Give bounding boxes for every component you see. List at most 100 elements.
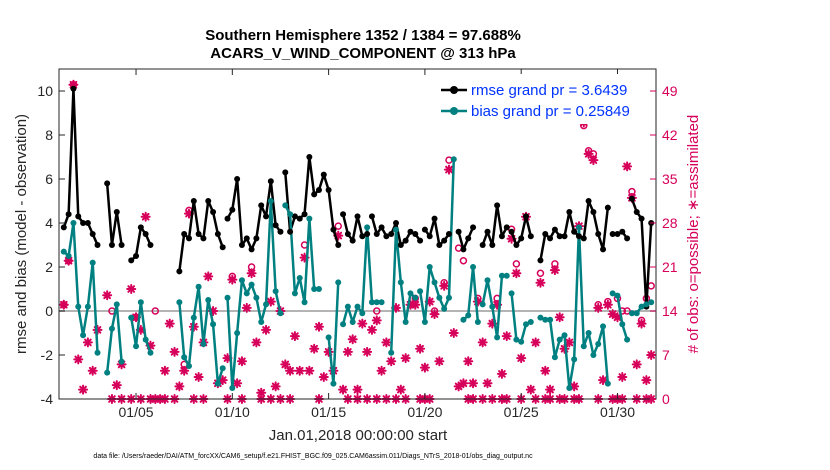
bias-point (474, 319, 481, 325)
rmse-point (311, 191, 318, 198)
y2-axis-label: # of obs: o=possible; ∗=assimilated (685, 115, 702, 354)
rmse-point (272, 222, 279, 229)
bias-point (609, 290, 616, 297)
assimilated-count-marker (366, 324, 377, 335)
rmse-point (445, 231, 452, 237)
bias-point (325, 334, 332, 341)
rmse-point (104, 180, 111, 187)
assimilated-star-stroke (449, 329, 458, 337)
bias-point (508, 290, 515, 297)
assimilated-star-stroke (127, 285, 136, 293)
assimilated-count-marker (477, 337, 488, 348)
bias-point (65, 253, 72, 259)
bias-point (60, 248, 67, 255)
assimilated-star-stroke (310, 344, 318, 353)
rmse-point (619, 228, 626, 235)
bias-point (580, 343, 587, 350)
bias-point (648, 299, 655, 306)
bias-point (484, 277, 491, 284)
assimilated-count-marker (381, 337, 392, 348)
y2-tick-label: 28 (662, 215, 678, 231)
bias-point (137, 299, 144, 306)
assimilated-count-marker (304, 365, 315, 376)
bias-point (70, 220, 77, 226)
assimilated-count-marker (545, 384, 556, 395)
assimilated-count-marker (463, 356, 474, 367)
bias-point (296, 275, 303, 281)
assimilated-count-marker (309, 343, 320, 354)
bias-point (368, 299, 375, 306)
rmse-point (60, 224, 67, 231)
assimilated-star-stroke (517, 354, 526, 362)
rmse-point (580, 235, 587, 242)
bias-point (465, 312, 472, 319)
bias-point (301, 299, 308, 306)
bias-point (513, 336, 520, 343)
rmse-point (614, 231, 621, 237)
x-tick-label: 01/05 (119, 404, 154, 420)
assimilated-star-stroke (242, 304, 251, 312)
possible-count-marker (459, 256, 468, 265)
rmse-point (238, 242, 245, 248)
bias-point (80, 332, 87, 339)
assimilated-star-stroke (137, 326, 145, 334)
rmse-point (373, 231, 380, 237)
x-axis: 01/05 01/10 01/15 01/20 01/25 01/30 (119, 69, 635, 420)
rmse-point (147, 242, 154, 248)
rmse-point (513, 242, 520, 248)
assimilated-star-stroke (599, 376, 607, 384)
bias-point (248, 281, 255, 288)
assimilated-count-marker (261, 324, 272, 335)
assimilated-star-stroke (79, 385, 87, 394)
assimilated-star-stroke (401, 354, 410, 362)
legend-box (436, 74, 650, 124)
assimilated-star-stroke (204, 272, 213, 281)
legend: rmse grand pr = 3.6439 bias grand pr = 0… (436, 74, 650, 124)
bias-point (566, 385, 573, 391)
bias-point (349, 319, 356, 325)
assimilated-count-marker (598, 375, 609, 386)
y-tick-label: -4 (41, 391, 54, 407)
bias-point (412, 294, 419, 301)
assimilated-count-marker (376, 365, 387, 376)
bias-point (604, 380, 611, 387)
assimilated-count-marker (448, 328, 459, 338)
assimilated-star-stroke (112, 381, 121, 389)
assimilated-star-stroke (363, 348, 371, 356)
bias-point (407, 290, 414, 297)
assimilated-star-stroke (180, 366, 189, 375)
bias-point (253, 294, 260, 301)
bias-point (335, 279, 342, 286)
assimilated-count-marker (468, 378, 479, 389)
rmse-point (378, 224, 385, 231)
y2-tick-label: 0 (662, 391, 670, 407)
assimilated-star-stroke (459, 379, 468, 388)
rmse-point (296, 215, 303, 222)
possible-count-marker (512, 260, 521, 268)
rmse-point (556, 233, 563, 240)
assimilated-count-marker (617, 372, 628, 382)
bias-point (498, 272, 505, 279)
possible-count-marker (247, 263, 256, 271)
assimilated-count-marker (352, 384, 363, 395)
assimilated-star-stroke (483, 379, 492, 388)
rmse-point (460, 246, 467, 253)
bias-point (624, 336, 631, 343)
assimilated-star-stroke (141, 212, 150, 221)
bias-point (556, 336, 563, 343)
bias-point (214, 380, 221, 387)
assimilated-count-marker (400, 353, 411, 364)
bias-point (267, 198, 274, 204)
bias-point (575, 224, 582, 231)
rmse-point (133, 253, 140, 259)
bias-point (600, 323, 607, 330)
y2-tick-label: 7 (662, 347, 670, 363)
assimilated-star-stroke (372, 316, 381, 325)
assimilated-count-marker (251, 337, 262, 348)
bias-point (542, 316, 549, 323)
assimilated-count-marker (193, 372, 204, 382)
bias-point (238, 277, 245, 284)
rmse-point (344, 231, 351, 237)
rmse-point (349, 237, 356, 244)
